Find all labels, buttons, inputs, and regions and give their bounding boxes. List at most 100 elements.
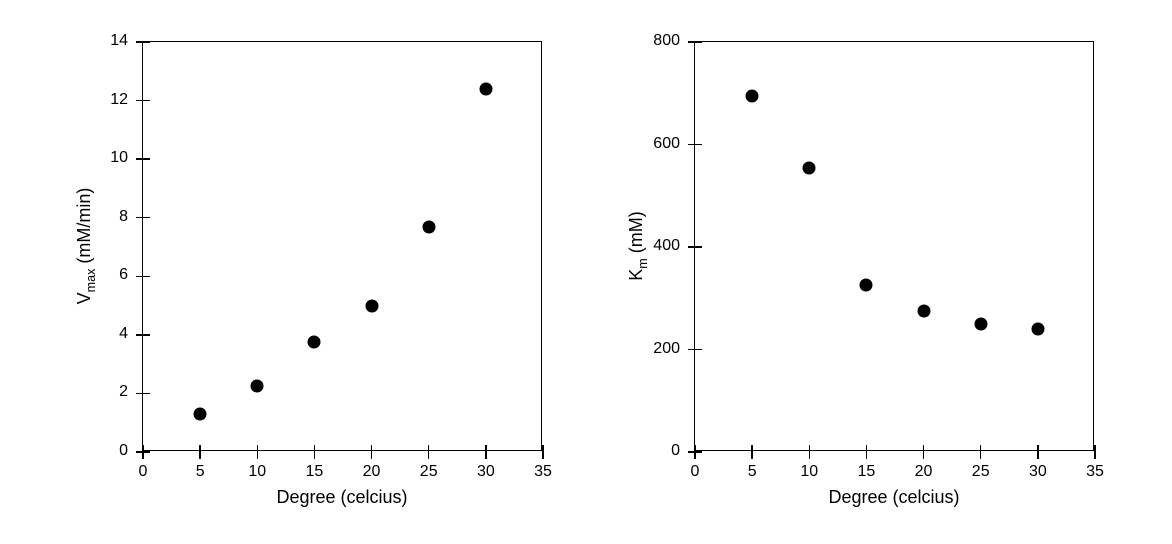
x-tick-label: 35	[1080, 463, 1110, 481]
data-point	[974, 317, 987, 330]
data-point	[803, 161, 816, 174]
y-tick	[143, 451, 150, 453]
x-tick-label: 5	[737, 463, 767, 481]
y-tick	[695, 451, 702, 453]
data-point	[422, 220, 435, 233]
data-point	[917, 305, 930, 318]
y-tick	[695, 349, 702, 351]
x-tick	[542, 452, 544, 459]
x-tick-label: 15	[299, 463, 329, 481]
x-tick-label: 35	[528, 463, 558, 481]
x-tick	[428, 452, 430, 459]
x-tick	[694, 445, 696, 452]
y-tick-label: 200	[653, 340, 680, 358]
x-tick	[257, 452, 259, 459]
data-point	[746, 89, 759, 102]
x-tick-label: 25	[414, 463, 444, 481]
x-tick	[1037, 452, 1039, 459]
y-tick-label: 8	[119, 208, 128, 226]
vmax-y-axis-title: Vmax (mM/min)	[74, 188, 98, 305]
data-point	[251, 380, 264, 393]
x-tick	[314, 445, 316, 452]
x-tick-label: 30	[1023, 463, 1053, 481]
x-tick-label: 25	[966, 463, 996, 481]
y-tick-label: 4	[119, 325, 128, 343]
x-tick	[142, 445, 144, 452]
y-tick	[688, 246, 695, 248]
y-tick	[695, 246, 702, 248]
km-y-axis-title: Km (mM)	[626, 211, 650, 281]
x-tick	[866, 445, 868, 452]
x-tick-label: 20	[909, 463, 939, 481]
y-tick	[143, 393, 150, 395]
x-tick	[1094, 445, 1096, 452]
y-tick-label: 12	[110, 91, 128, 109]
x-tick-label: 0	[128, 463, 158, 481]
x-tick-label: 0	[680, 463, 710, 481]
y-tick-label: 0	[119, 442, 128, 460]
y-tick	[143, 276, 150, 278]
y-tick	[143, 334, 150, 336]
y-tick	[136, 393, 143, 395]
x-tick-label: 30	[471, 463, 501, 481]
y-tick	[143, 158, 150, 160]
x-tick	[809, 445, 811, 452]
data-point	[365, 299, 378, 312]
x-tick	[1037, 445, 1039, 452]
y-tick-label: 2	[119, 383, 128, 401]
x-tick-label: 20	[357, 463, 387, 481]
y-tick	[136, 334, 143, 336]
x-tick	[751, 445, 753, 452]
x-tick	[485, 452, 487, 459]
y-tick-label: 400	[653, 237, 680, 255]
x-tick	[1094, 452, 1096, 459]
km-plot-area: 020040060080005101520253035	[694, 41, 1094, 451]
x-tick	[371, 445, 373, 452]
x-tick	[199, 452, 201, 459]
y-tick	[143, 217, 150, 219]
y-tick	[143, 41, 150, 43]
x-tick-label: 10	[794, 463, 824, 481]
x-tick	[694, 452, 696, 459]
y-tick-label: 6	[119, 266, 128, 284]
x-tick	[314, 452, 316, 459]
x-tick	[371, 452, 373, 459]
data-point	[860, 279, 873, 292]
y-tick-label: 0	[671, 442, 680, 460]
x-tick	[866, 452, 868, 459]
x-tick	[257, 445, 259, 452]
x-tick	[980, 445, 982, 452]
x-tick	[428, 445, 430, 452]
vmax-chart: 0246810121405101520253035 Degree (celcius…	[68, 31, 552, 513]
y-tick	[143, 100, 150, 102]
y-tick	[136, 158, 143, 160]
y-tick-label: 10	[110, 149, 128, 167]
y-tick	[688, 41, 695, 43]
data-point	[308, 336, 321, 349]
x-tick	[751, 452, 753, 459]
data-point	[479, 82, 492, 95]
vmax-x-axis-title: Degree (celcius)	[276, 487, 407, 508]
y-tick-label: 14	[110, 32, 128, 50]
y-tick	[695, 41, 702, 43]
x-tick	[980, 452, 982, 459]
y-tick-label: 800	[653, 32, 680, 50]
x-tick-label: 15	[851, 463, 881, 481]
x-tick-label: 10	[242, 463, 272, 481]
y-tick	[688, 349, 695, 351]
x-tick	[142, 452, 144, 459]
y-tick-label: 600	[653, 135, 680, 153]
x-tick-label: 5	[185, 463, 215, 481]
km-chart: 020040060080005101520253035 Degree (celci…	[620, 31, 1104, 513]
y-tick	[136, 100, 143, 102]
y-tick	[688, 144, 695, 146]
km-x-axis-title: Degree (celcius)	[828, 487, 959, 508]
x-tick	[923, 452, 925, 459]
y-tick	[136, 276, 143, 278]
vmax-plot-area: 0246810121405101520253035	[142, 41, 542, 451]
data-point	[194, 407, 207, 420]
x-tick	[542, 445, 544, 452]
y-tick	[695, 144, 702, 146]
x-tick	[923, 445, 925, 452]
x-tick	[485, 445, 487, 452]
